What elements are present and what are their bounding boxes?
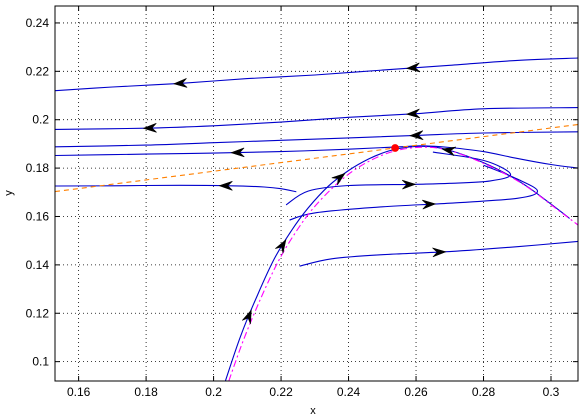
direction-arrow [230,147,245,158]
direction-arrow [172,78,188,88]
y-tick-label: 0.2 [32,113,49,127]
direction-arrow [441,146,456,157]
x-tick-label: 0.18 [134,385,158,399]
direction-arrow [275,239,287,254]
x-tick-label: 0.28 [472,385,496,399]
arrow-group [142,62,456,325]
y-tick-label: 0.16 [26,209,50,223]
nullcline-curve [228,146,578,381]
direction-arrow [405,62,421,73]
y-tick-label: 0.18 [26,161,50,175]
trajectory-curve [55,184,297,193]
x-tick-label: 0.3 [543,385,560,399]
y-tick-label: 0.1 [32,355,49,369]
trajectory-curve [285,151,512,206]
plot-frame [54,5,579,382]
trajectory-curve [289,164,539,221]
axis-ticks: 0.16 0.18 0.2 0.22 0.24 0.26 0.28 0.3 0.1 0.12 0.1… [26,6,578,399]
plot-area [55,6,578,381]
trajectory-curve [55,131,578,148]
direction-arrow [218,181,233,191]
y-tick-label: 0.14 [26,258,50,272]
x-tick-label: 0.16 [67,385,91,399]
direction-arrow [331,172,346,186]
direction-arrow [422,199,437,210]
x-tick-label: 0.22 [269,385,293,399]
direction-arrow [401,179,417,190]
x-tick-label: 0.24 [337,385,361,399]
trajectory-curve [55,57,578,92]
direction-arrow [142,123,157,133]
direction-arrow [409,130,424,140]
direction-arrow [432,247,447,258]
x-tick-label: 0.26 [404,385,428,399]
nullcline-line [55,123,578,193]
grid-lines [55,6,578,381]
separatrix-curve [224,145,570,381]
x-tick-label: 0.2 [205,385,222,399]
equilibrium-point [391,144,400,152]
direction-arrow [405,108,421,119]
y-tick-label: 0.22 [26,64,50,78]
trajectory-curve [299,240,578,267]
y-tick-label: 0.12 [26,306,50,320]
direction-arrow [241,309,252,325]
x-axis-title: x [310,405,316,417]
y-axis-title: y [3,190,15,196]
y-tick-label: 0.24 [26,16,50,30]
